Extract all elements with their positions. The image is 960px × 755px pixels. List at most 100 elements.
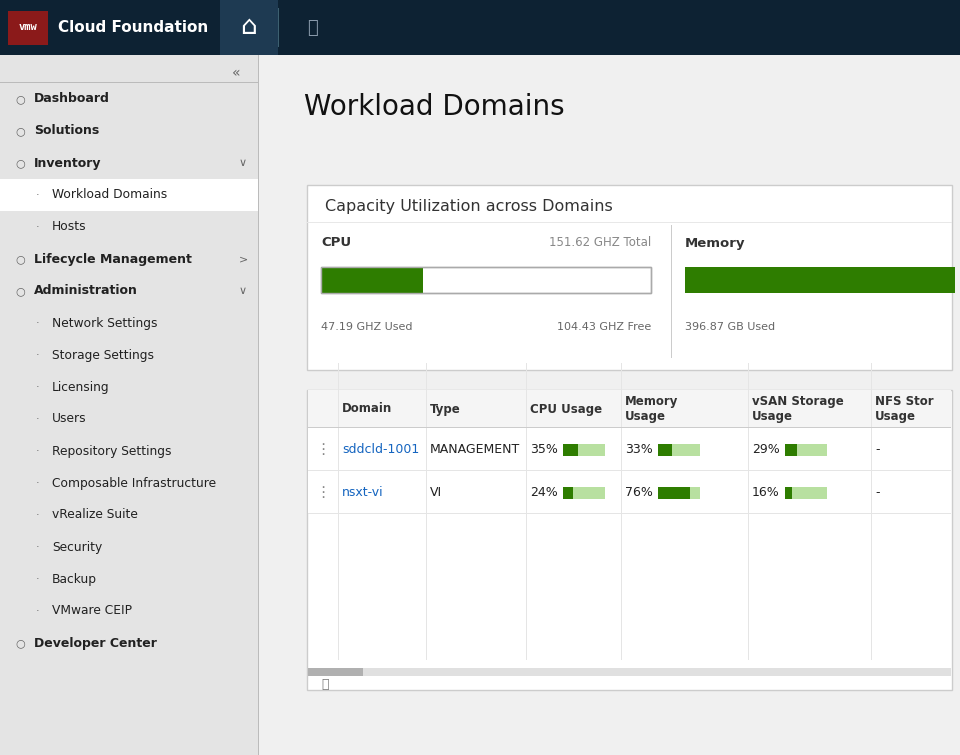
Text: Inventory: Inventory — [34, 156, 102, 170]
Text: CPU: CPU — [321, 236, 351, 249]
Bar — [308, 668, 363, 676]
Bar — [308, 390, 951, 428]
Text: ∨: ∨ — [239, 158, 247, 168]
Text: Memory
Usage: Memory Usage — [625, 395, 679, 423]
Bar — [0, 55, 258, 755]
Text: ○: ○ — [15, 158, 25, 168]
Bar — [658, 486, 690, 498]
Text: NFS Stor
Usage: NFS Stor Usage — [875, 395, 934, 423]
Text: «: « — [231, 66, 240, 80]
Text: 35%: 35% — [530, 443, 558, 456]
Text: 24%: 24% — [530, 486, 558, 499]
Text: ⋮: ⋮ — [316, 485, 330, 500]
Text: ○: ○ — [15, 254, 25, 264]
Text: ⌂: ⌂ — [241, 14, 257, 41]
Bar — [278, 8, 279, 47]
Text: ·: · — [36, 318, 39, 328]
Text: Network Settings: Network Settings — [52, 316, 157, 329]
Text: Hosts: Hosts — [52, 220, 86, 233]
Text: ·: · — [36, 510, 39, 520]
Bar — [563, 486, 605, 498]
Text: 76%: 76% — [625, 486, 653, 499]
Bar — [258, 55, 259, 755]
Text: Memory: Memory — [685, 236, 746, 249]
Bar — [220, 0, 278, 55]
Text: ⏸: ⏸ — [322, 677, 328, 691]
Text: ·: · — [36, 606, 39, 616]
Bar — [308, 470, 951, 471]
Bar — [871, 363, 872, 660]
Bar — [785, 443, 797, 455]
Text: Cloud Foundation: Cloud Foundation — [58, 20, 208, 35]
Text: ⋮: ⋮ — [316, 442, 330, 457]
Bar — [658, 443, 700, 455]
Text: Developer Center: Developer Center — [34, 636, 156, 649]
Text: 33%: 33% — [625, 443, 653, 456]
Bar — [785, 443, 827, 455]
Text: Composable Infrastructure: Composable Infrastructure — [52, 476, 216, 489]
Text: ○: ○ — [15, 94, 25, 104]
Text: ∨: ∨ — [239, 286, 247, 296]
Text: Repository Settings: Repository Settings — [52, 445, 172, 458]
Text: vSAN Storage
Usage: vSAN Storage Usage — [752, 395, 844, 423]
Bar — [426, 363, 427, 660]
Text: Storage Settings: Storage Settings — [52, 349, 154, 362]
Text: Type: Type — [430, 402, 461, 415]
Text: ·: · — [36, 190, 39, 200]
Bar — [658, 486, 700, 498]
Text: vRealize Suite: vRealize Suite — [52, 509, 138, 522]
Text: 396.87 GB Used: 396.87 GB Used — [685, 322, 775, 332]
Text: ·: · — [36, 542, 39, 552]
Text: ·: · — [36, 350, 39, 360]
Text: 151.62 GHZ Total: 151.62 GHZ Total — [549, 236, 651, 249]
Bar — [321, 267, 651, 293]
Bar — [259, 55, 960, 755]
Text: Capacity Utilization across Domains: Capacity Utilization across Domains — [325, 199, 612, 214]
Text: 47.19 GHZ Used: 47.19 GHZ Used — [321, 322, 413, 332]
Bar — [308, 513, 951, 514]
Bar — [308, 471, 951, 514]
Bar — [0, 179, 258, 211]
Text: 29%: 29% — [752, 443, 780, 456]
Text: Workload Domains: Workload Domains — [52, 189, 167, 202]
Bar — [321, 267, 423, 293]
Text: 🌐: 🌐 — [306, 19, 318, 36]
Text: VMware CEIP: VMware CEIP — [52, 605, 132, 618]
Text: 16%: 16% — [752, 486, 780, 499]
Text: ·: · — [36, 222, 39, 232]
Bar — [307, 222, 952, 223]
Bar — [563, 486, 573, 498]
Bar — [308, 427, 951, 428]
Text: ·: · — [36, 414, 39, 424]
Text: ○: ○ — [15, 638, 25, 648]
Text: Administration: Administration — [34, 285, 138, 297]
Bar — [308, 668, 951, 676]
Text: CPU Usage: CPU Usage — [530, 402, 602, 415]
Bar — [308, 428, 951, 471]
Bar — [8, 11, 48, 45]
Text: Users: Users — [52, 412, 86, 426]
Bar — [621, 363, 622, 660]
Bar — [658, 443, 672, 455]
Text: -: - — [875, 486, 879, 499]
Text: ·: · — [36, 446, 39, 456]
Text: ·: · — [36, 478, 39, 488]
Bar — [338, 363, 339, 660]
Bar — [563, 443, 578, 455]
Bar — [785, 486, 792, 498]
Text: MANAGEMENT: MANAGEMENT — [430, 443, 520, 456]
Text: ·: · — [36, 382, 39, 392]
Text: VI: VI — [430, 486, 443, 499]
Bar — [307, 185, 952, 370]
Text: -: - — [875, 443, 879, 456]
Text: ○: ○ — [15, 126, 25, 136]
Text: ○: ○ — [15, 286, 25, 296]
Bar — [748, 363, 749, 660]
Bar — [321, 267, 651, 293]
Text: >: > — [238, 254, 248, 264]
Bar — [0, 0, 960, 55]
Text: Licensing: Licensing — [52, 381, 109, 393]
Text: Lifecycle Management: Lifecycle Management — [34, 252, 192, 266]
Text: Backup: Backup — [52, 572, 97, 585]
Bar — [0, 82, 258, 83]
